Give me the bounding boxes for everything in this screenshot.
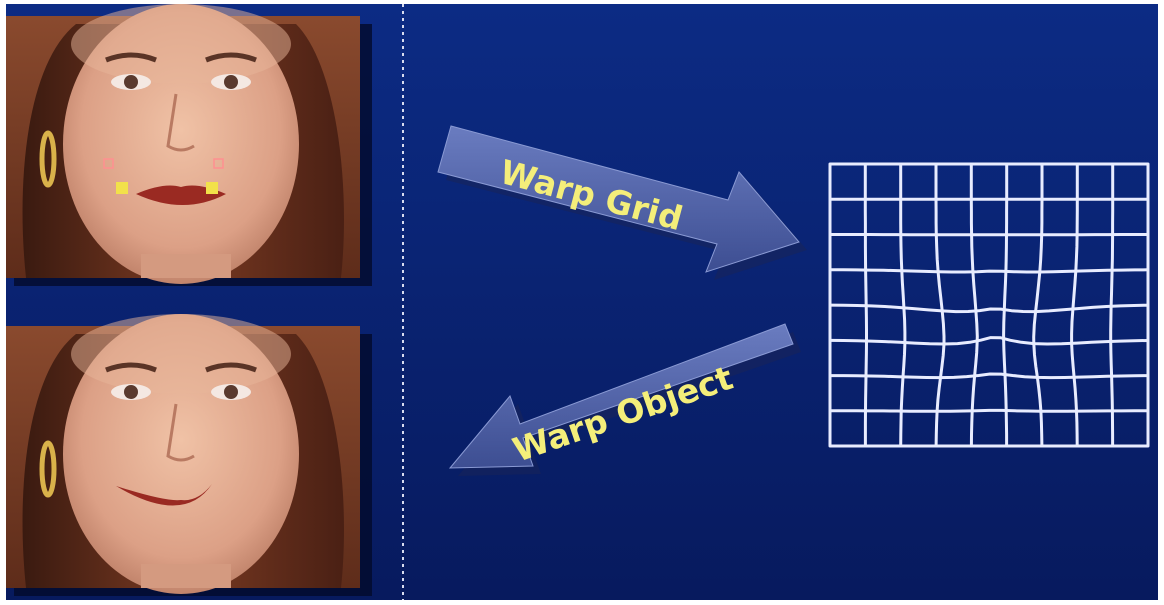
warped-face-photo — [6, 314, 372, 596]
original-face-photo — [6, 4, 372, 286]
warp-grid — [828, 162, 1150, 448]
grid-horizontal-line — [830, 336, 1148, 346]
grid-horizontal-line — [830, 303, 1148, 314]
control-point-handle — [206, 182, 218, 194]
diagram-canvas: Warp Grid Warp Object — [6, 4, 1158, 600]
grid-horizontal-line — [830, 372, 1148, 380]
control-point-marker — [103, 158, 114, 169]
grid-horizontal-line — [830, 408, 1148, 413]
control-point-marker — [213, 158, 224, 169]
control-point-handle — [116, 182, 128, 194]
grid-border — [828, 162, 1150, 448]
grid-horizontal-line — [830, 268, 1148, 274]
